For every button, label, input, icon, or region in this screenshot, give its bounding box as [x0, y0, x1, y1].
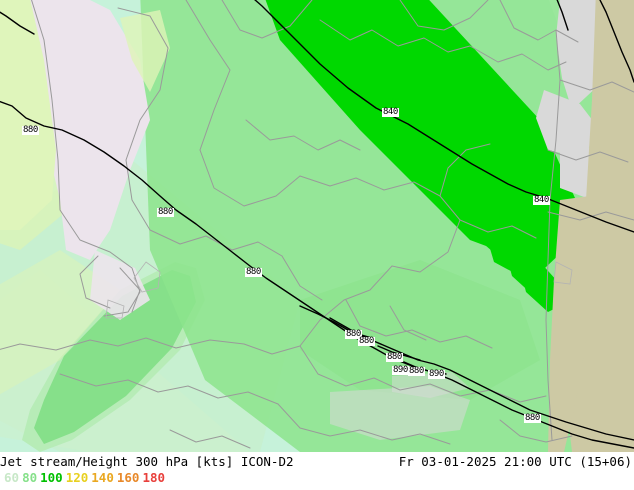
- legend-entry-140[interactable]: 140: [91, 470, 114, 485]
- run-timestamp: Fr 03-01-2025 21:00 UTC (15+06): [398, 454, 632, 469]
- contour-label: 840: [533, 195, 550, 205]
- product-title: Jet stream/Height 300 hPa [kts] ICON-D2: [0, 454, 294, 469]
- contour-label: 880: [157, 207, 174, 217]
- contour-label: 880: [22, 125, 39, 135]
- contour-label: 880: [524, 413, 541, 423]
- contour-label: 880: [345, 329, 362, 339]
- contour-label: 890: [428, 369, 445, 379]
- weather-map[interactable]: 880 880 880 840 840 880 880 880 890 880 …: [0, 0, 634, 452]
- contour-label: 880: [408, 366, 425, 376]
- hydrography: [105, 261, 573, 319]
- legend-entry-120[interactable]: 120: [65, 470, 89, 485]
- legend-entry-160[interactable]: 160: [116, 470, 140, 485]
- map-footer: Jet stream/Height 300 hPa [kts] ICON-D2 …: [0, 452, 634, 490]
- contour-label: 840: [382, 107, 399, 117]
- contour-label: 880: [245, 267, 262, 277]
- geography-fills: [0, 0, 634, 452]
- legend-entry-80[interactable]: 80: [22, 470, 38, 485]
- windspeed-bands: [0, 0, 634, 452]
- contour-label: 880: [386, 352, 403, 362]
- country-borders: [0, 0, 634, 449]
- contour-label: 890: [392, 365, 409, 375]
- map-canvas: [0, 0, 634, 452]
- legend-entry-180[interactable]: 180: [142, 470, 166, 485]
- wind-speed-legend[interactable]: 60 80 100 120 140 160 180: [4, 470, 168, 485]
- contour-label: 880: [358, 336, 375, 346]
- legend-entry-100[interactable]: 100: [40, 470, 63, 485]
- legend-entry-60[interactable]: 60: [4, 470, 20, 485]
